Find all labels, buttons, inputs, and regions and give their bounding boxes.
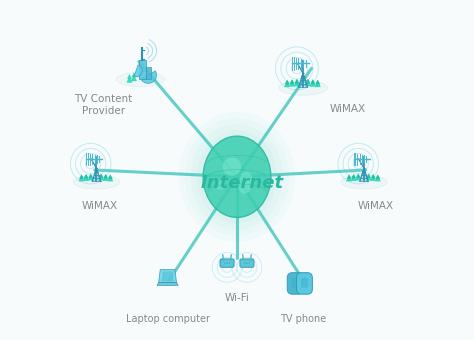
Circle shape [244,262,246,264]
Polygon shape [351,174,356,178]
Polygon shape [146,67,151,80]
Polygon shape [346,174,351,179]
Ellipse shape [215,180,225,190]
Polygon shape [346,175,352,181]
Ellipse shape [238,172,253,194]
Polygon shape [139,59,146,80]
Polygon shape [314,80,321,87]
Polygon shape [289,80,295,87]
Polygon shape [284,80,291,87]
Circle shape [224,262,226,264]
Polygon shape [79,174,84,179]
Polygon shape [107,175,113,181]
Ellipse shape [223,157,241,176]
FancyBboxPatch shape [220,259,234,267]
Polygon shape [375,174,380,179]
FancyBboxPatch shape [287,273,303,294]
Polygon shape [355,174,361,181]
Wedge shape [134,65,142,77]
Polygon shape [294,79,300,86]
Text: WiMAX: WiMAX [330,104,366,114]
Text: Laptop computer: Laptop computer [126,314,210,324]
Polygon shape [84,174,89,178]
Text: TV phone: TV phone [280,314,326,324]
Polygon shape [127,74,132,79]
Polygon shape [157,283,178,285]
Polygon shape [305,79,310,83]
Polygon shape [79,175,84,181]
Polygon shape [310,79,315,84]
Wedge shape [141,71,156,83]
Polygon shape [99,173,103,178]
Polygon shape [162,271,174,282]
Polygon shape [103,174,108,178]
Polygon shape [131,74,137,81]
Polygon shape [305,79,311,86]
Ellipse shape [341,175,387,189]
Polygon shape [375,175,381,181]
Ellipse shape [203,136,271,217]
Text: Internet: Internet [201,174,283,192]
Text: WiMAX: WiMAX [82,201,118,211]
Polygon shape [159,270,176,283]
Polygon shape [294,79,300,83]
Polygon shape [127,76,133,83]
Polygon shape [83,174,89,181]
Polygon shape [370,174,376,181]
Polygon shape [131,72,137,77]
Circle shape [246,262,247,264]
Polygon shape [88,174,94,181]
Polygon shape [365,174,372,181]
Circle shape [248,262,250,264]
Circle shape [227,262,228,264]
Polygon shape [103,174,109,181]
Polygon shape [88,173,93,178]
Polygon shape [371,174,375,178]
FancyBboxPatch shape [240,259,254,267]
Polygon shape [315,80,320,84]
Ellipse shape [73,175,119,189]
FancyBboxPatch shape [292,278,299,288]
Ellipse shape [116,72,164,87]
FancyBboxPatch shape [297,273,312,294]
Circle shape [228,262,230,264]
Ellipse shape [279,81,328,95]
Text: TV Content
Provider: TV Content Provider [74,94,132,116]
Polygon shape [108,174,113,179]
Polygon shape [310,80,316,87]
Polygon shape [351,174,356,181]
Polygon shape [290,79,295,84]
Text: Wi-Fi: Wi-Fi [225,293,249,303]
Polygon shape [285,80,290,84]
Text: WiMAX: WiMAX [357,201,393,211]
Polygon shape [356,173,361,178]
Polygon shape [98,174,104,181]
Polygon shape [366,173,371,178]
FancyBboxPatch shape [301,278,308,288]
